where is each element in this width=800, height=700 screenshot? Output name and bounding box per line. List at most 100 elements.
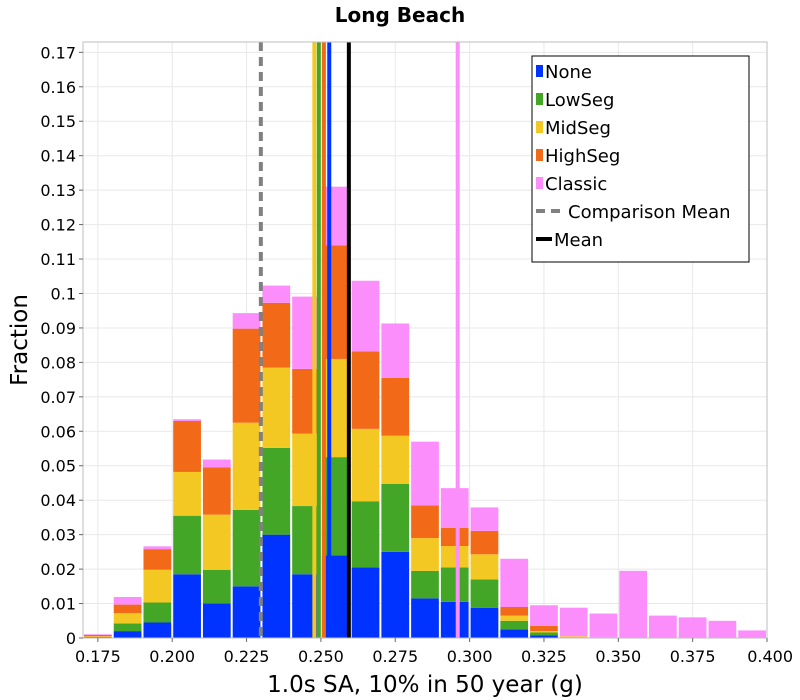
bar-highseg-segment: [381, 377, 410, 436]
bar-classic-segment: [589, 613, 618, 637]
bar-lowseg-segment: [530, 632, 558, 636]
legend-label: HighSeg: [545, 146, 620, 167]
bar-midseg-segment: [321, 358, 350, 458]
bar-midseg-segment: [232, 422, 261, 510]
bar-none-segment: [321, 555, 350, 638]
x-axis-ticks: 0.175 0.200 0.225 0.250 0.275 0.300 0.325 0.350…: [75, 638, 793, 666]
plot-frame: [82, 41, 768, 639]
bar-highseg-segment: [351, 351, 380, 429]
bar-none-segment: [113, 631, 142, 638]
bar-lowseg-segment: [113, 623, 142, 632]
bar-midseg-segment: [411, 538, 439, 571]
legend-label: Classic: [545, 174, 607, 195]
bar-classic-segment: [262, 285, 291, 303]
x-tick-label: 0.200: [149, 647, 195, 666]
legend: None LowSeg MidSeg HighSeg Classic Comparison…: [531, 55, 750, 263]
bar-midseg-segment: [500, 615, 529, 621]
bar-lowseg-segment: [262, 447, 291, 535]
bar-classic-segment: [619, 570, 648, 638]
bar-none-segment: [262, 534, 291, 638]
y-tick-label: 0.14: [40, 147, 76, 166]
bar-midseg-segment: [440, 546, 469, 568]
bar-midseg-segment: [202, 514, 231, 570]
bar-classic-segment: [381, 323, 410, 378]
bar-lowseg-segment: [232, 509, 261, 587]
bar-classic-segment: [559, 607, 588, 637]
y-tick-label: 0.13: [40, 181, 76, 200]
y-tick-label: 0.03: [40, 526, 76, 545]
bars-layer: [84, 186, 766, 638]
bar-highseg-segment: [262, 302, 291, 368]
bar-classic-segment: [84, 634, 112, 635]
y-tick-label: 0.07: [40, 388, 76, 407]
y-tick-label: 0: [66, 629, 76, 648]
bar-highseg-segment: [440, 527, 469, 547]
bar-none-segment: [202, 603, 231, 638]
bar-none-segment: [440, 601, 469, 638]
bar-lowseg-segment: [84, 636, 112, 638]
bar-none-segment: [351, 567, 380, 638]
bar-classic-segment: [530, 605, 558, 626]
bar-none-segment: [381, 551, 410, 638]
bar-none-segment: [232, 586, 261, 638]
bar-classic-segment: [173, 419, 201, 421]
x-tick-label: 0.325: [521, 647, 567, 666]
y-tick-label: 0.17: [40, 43, 76, 62]
legend-label: Comparison Mean: [568, 202, 731, 223]
bar-highseg-segment: [232, 328, 261, 423]
bar-highseg-segment: [113, 604, 142, 614]
bar-classic-segment: [143, 546, 172, 550]
bar-highseg-segment: [173, 420, 201, 472]
chart-title: Long Beach: [335, 3, 465, 27]
bar-classic-segment: [500, 558, 529, 607]
bar-lowseg-segment: [321, 457, 350, 556]
y-tick-label: 0.12: [40, 216, 76, 235]
bar-classic-segment: [678, 617, 707, 638]
legend-swatch-classic: [536, 177, 543, 189]
bar-midseg-segment: [589, 636, 618, 638]
bar-lowseg-segment: [143, 602, 172, 623]
bar-highseg-segment: [202, 467, 231, 515]
bar-classic-segment: [440, 488, 469, 528]
legend-label: MidSeg: [545, 118, 611, 139]
bar-midseg-segment: [381, 435, 410, 485]
bar-lowseg-segment: [470, 579, 499, 608]
bar-none-segment: [173, 574, 201, 638]
y-tick-label: 0.04: [40, 491, 76, 510]
bar-midseg-segment: [84, 636, 112, 637]
y-tick-label: 0.06: [40, 422, 76, 441]
bar-lowseg-segment: [202, 569, 231, 604]
bar-classic-segment: [411, 441, 439, 506]
bar-midseg-segment: [143, 569, 172, 603]
bar-highseg-segment: [143, 549, 172, 570]
bar-lowseg-segment: [351, 501, 380, 568]
bar-midseg-segment: [113, 613, 142, 624]
bar-none-segment: [411, 598, 439, 638]
bar-midseg-segment: [530, 631, 558, 633]
bar-midseg-segment: [262, 367, 291, 448]
bar-classic-segment: [738, 630, 766, 638]
y-tick-label: 0.16: [40, 78, 76, 97]
bar-none-segment: [143, 622, 172, 638]
y-tick-label: 0.08: [40, 353, 76, 372]
legend-swatch-lowseg: [536, 93, 543, 105]
y-tick-label: 0.05: [40, 457, 76, 476]
bar-lowseg-segment: [381, 484, 410, 552]
y-axis-label: Fraction: [7, 294, 33, 386]
bar-midseg-segment: [173, 471, 201, 516]
bar-classic-segment: [351, 280, 380, 352]
bar-midseg-segment: [559, 636, 588, 638]
legend-swatch-midseg: [536, 121, 543, 133]
y-tick-label: 0.01: [40, 595, 76, 614]
bar-none-segment: [530, 635, 558, 638]
legend-box: [531, 55, 750, 263]
mean-lines-layer: [258, 42, 460, 638]
legend-swatch-none: [536, 65, 543, 77]
y-tick-label: 0.09: [40, 319, 76, 338]
bar-midseg-segment: [470, 554, 499, 580]
bar-none-segment: [500, 629, 529, 638]
x-tick-label: 0.300: [447, 647, 493, 666]
bar-lowseg-segment: [411, 570, 439, 599]
bar-classic-segment: [470, 507, 499, 531]
